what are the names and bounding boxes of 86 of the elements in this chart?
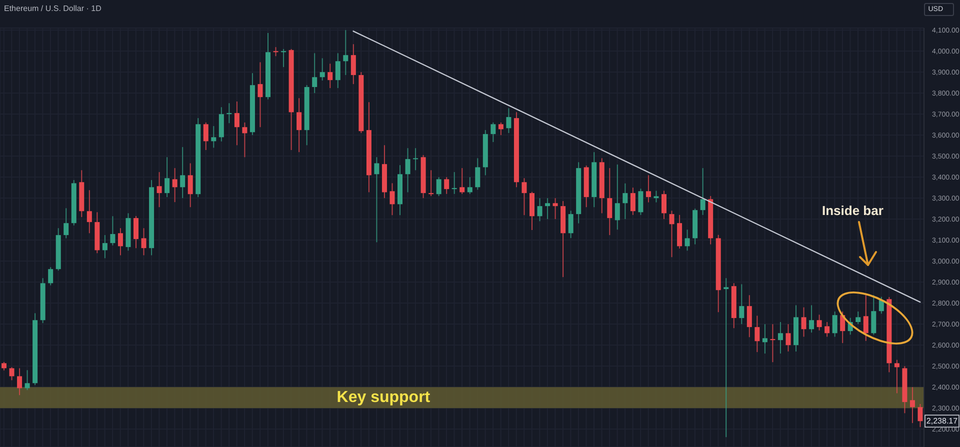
- candlestick: [273, 46, 278, 57]
- candlestick: [428, 170, 434, 197]
- candlestick: [918, 403, 923, 428]
- candlestick: [296, 98, 302, 153]
- candlestick: [490, 122, 496, 143]
- candlestick: [801, 306, 806, 338]
- candlestick: [86, 190, 92, 234]
- annotation: 2,238.17: [926, 416, 958, 426]
- candlestick: [64, 208, 69, 239]
- candlestick: [910, 386, 915, 424]
- candlestick: [203, 122, 208, 151]
- candlestick: [630, 187, 636, 216]
- candlestick: [552, 198, 558, 220]
- candlestick: [498, 122, 504, 136]
- candlestick: [607, 168, 612, 236]
- candlestick: [312, 52, 318, 94]
- candlestick: [134, 215, 138, 249]
- candlestick: [413, 148, 418, 171]
- candlestick: [832, 311, 838, 338]
- candlestick: [141, 228, 146, 256]
- candlestick: [374, 156, 380, 243]
- candlestick: [677, 214, 682, 250]
- candlestick: [654, 190, 659, 203]
- candlestick: [467, 176, 472, 194]
- candlestick: [17, 368, 22, 396]
- candlestick: [452, 172, 457, 194]
- candlestick: [824, 322, 830, 338]
- candlestick: [390, 182, 395, 216]
- candlestick: [48, 266, 54, 286]
- candlestick: [530, 191, 534, 231]
- candlestick: [856, 311, 861, 325]
- candlestick: [816, 314, 822, 331]
- candlestick: [320, 58, 325, 82]
- candlestick: [9, 366, 14, 381]
- candlestick: [475, 158, 480, 190]
- candlestick: [156, 172, 162, 208]
- candlestick: [444, 176, 450, 194]
- candlestick: [770, 324, 776, 363]
- candlestick: [211, 126, 216, 148]
- annotation: Inside bar: [822, 203, 884, 218]
- candlestick: [638, 188, 644, 216]
- candlestick: [281, 48, 286, 68]
- candlestick: [335, 52, 340, 89]
- candlestick: [164, 156, 170, 198]
- candlestick: [863, 294, 868, 342]
- candlestick: [234, 101, 240, 146]
- candlestick: [460, 168, 465, 194]
- candlestick: [506, 108, 512, 134]
- candlestick: [436, 176, 442, 197]
- candlestick: [622, 182, 628, 220]
- candlestick: [568, 210, 574, 239]
- candlestick: [809, 304, 814, 334]
- candlestick: [350, 44, 356, 85]
- candlestick: [662, 190, 666, 220]
- candlestick: [218, 106, 224, 142]
- candlestick: [226, 102, 232, 124]
- chart-title: Ethereum / U.S. Dollar · 1D: [4, 4, 102, 13]
- candlestick: [258, 62, 263, 128]
- candlestick: [684, 229, 690, 252]
- candlestick: [646, 174, 651, 203]
- candlestick: [188, 162, 193, 208]
- candlestick: [110, 216, 116, 246]
- candlestick: [786, 324, 791, 352]
- candlestick: [614, 164, 620, 230]
- candlestick: [172, 168, 178, 203]
- candlestick: [871, 294, 876, 336]
- candlestick: [118, 228, 123, 256]
- candlestick: [894, 359, 900, 394]
- candlestick: [537, 198, 542, 222]
- candlestick: [545, 198, 550, 220]
- candlestick: [242, 122, 248, 158]
- candlestick: [24, 370, 30, 391]
- candlestick: [522, 178, 527, 216]
- candlestick: [778, 322, 783, 354]
- candlestick: [405, 148, 410, 193]
- candlestick: [762, 324, 768, 354]
- candlestick: [746, 294, 752, 338]
- candlestick: [739, 284, 744, 325]
- candlestick: [700, 168, 706, 216]
- candlestick: [343, 30, 348, 76]
- candlestick: [754, 315, 760, 353]
- candlestick: [669, 210, 674, 258]
- band-label: Key support: [336, 389, 431, 406]
- candlestick: [102, 234, 108, 259]
- candlestick: [180, 146, 186, 199]
- candlestick: [328, 63, 333, 89]
